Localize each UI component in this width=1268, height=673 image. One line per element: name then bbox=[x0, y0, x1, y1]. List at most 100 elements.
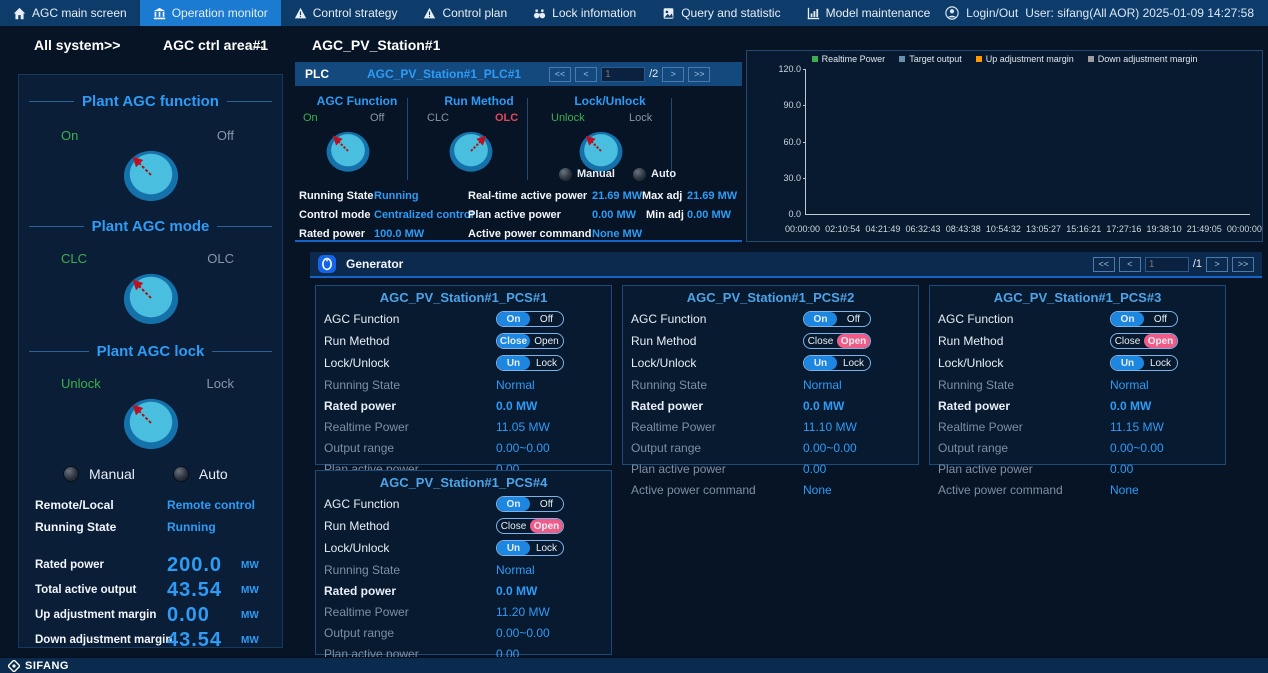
agc-function-toggle[interactable]: On Off bbox=[1110, 311, 1178, 327]
running-state-row: Running State Running bbox=[19, 520, 282, 542]
auto-radio[interactable] bbox=[173, 466, 189, 482]
realtime-power-value: 11.05 MW bbox=[496, 420, 550, 434]
legend-item: Up adjustment margin bbox=[976, 54, 1074, 64]
run-method-toggle[interactable]: Close Open bbox=[496, 333, 564, 349]
legend-item: Target output bbox=[899, 54, 962, 64]
user-icon bbox=[945, 6, 959, 20]
plc-agc-function-title: AGC Function bbox=[317, 94, 398, 108]
output-range-row: Output range 0.00~0.00 bbox=[938, 437, 1217, 458]
plc-agc-function-knob[interactable] bbox=[325, 128, 371, 174]
plc-auto-radio[interactable] bbox=[633, 168, 646, 181]
nav-control-plan[interactable]: Control plan bbox=[410, 0, 520, 26]
nav-lock-infomation[interactable]: Lock infomation bbox=[520, 0, 649, 26]
output-range-row: Output range 0.00~0.00 bbox=[324, 622, 603, 643]
nav-control-strategy[interactable]: Control strategy bbox=[281, 0, 411, 26]
realtime-power-row: Realtime Power 11.20 MW bbox=[324, 601, 603, 622]
toggle-on: On bbox=[497, 497, 530, 511]
active-power-command-row: Active power command None bbox=[938, 479, 1217, 500]
lock-unlock-toggle[interactable]: Un Lock bbox=[496, 355, 564, 371]
bar-chart-icon bbox=[807, 7, 820, 20]
legend-swatch-up-margin bbox=[976, 56, 982, 62]
plc-pager: << < /2 > >> bbox=[549, 67, 710, 82]
rated-power-row: Rated power 0.0 MW bbox=[938, 395, 1217, 416]
y-tick-mark bbox=[803, 178, 806, 179]
agc-function-knob[interactable] bbox=[19, 146, 282, 204]
stat-value: 0.00 bbox=[167, 604, 210, 627]
nav-label: Query and statistic bbox=[681, 6, 780, 20]
section-title-agc-lock: Plant AGC lock bbox=[19, 343, 282, 360]
pager-last-button[interactable]: >> bbox=[1232, 257, 1254, 272]
toggle-lock: Lock bbox=[1144, 356, 1177, 370]
pager-page-input[interactable] bbox=[601, 67, 645, 82]
legend-label: Realtime Power bbox=[822, 54, 886, 64]
toggle-on: On bbox=[1111, 312, 1144, 326]
nav-operation-monitor[interactable]: Operation monitor bbox=[140, 0, 281, 26]
toggle-un: Un bbox=[497, 541, 530, 555]
nav-label: AGC main screen bbox=[32, 6, 127, 20]
run-method-toggle[interactable]: Close Open bbox=[496, 518, 564, 534]
run-method-toggle[interactable]: Close Open bbox=[1110, 333, 1178, 349]
plc-run-method-knob[interactable] bbox=[448, 128, 494, 174]
agc-function-row: AGC Function On Off bbox=[938, 308, 1217, 330]
toggle-close: Close bbox=[497, 334, 530, 348]
toggle-un: Un bbox=[497, 356, 530, 370]
breadcrumb-all-system[interactable]: All system>> bbox=[34, 37, 120, 53]
agc-lock-knob[interactable] bbox=[19, 394, 282, 452]
pager-last-button[interactable]: >> bbox=[688, 67, 710, 82]
lock-unlock-toggle[interactable]: Un Lock bbox=[803, 355, 871, 371]
pager-first-button[interactable]: << bbox=[1093, 257, 1115, 272]
plc-device-name[interactable]: AGC_PV_Station#1_PLC#1 bbox=[367, 67, 521, 81]
plc-agc-off-label: Off bbox=[370, 112, 384, 124]
plc-cmd-value: None MW bbox=[592, 228, 642, 240]
running-state-row: Running State Normal bbox=[324, 559, 603, 580]
row-label: Output range bbox=[324, 626, 496, 640]
y-tick-mark bbox=[803, 142, 806, 143]
stat-unit: MW bbox=[241, 560, 259, 571]
section-title-text: Plant AGC lock bbox=[97, 343, 205, 360]
plc-rated-value: 100.0 MW bbox=[374, 228, 424, 240]
pcs-card-3: AGC_PV_Station#1_PCS#3 AGC Function On O… bbox=[929, 285, 1226, 465]
nav-model-maintenance[interactable]: Model maintenance bbox=[794, 0, 944, 26]
stat-unit: MW bbox=[241, 610, 259, 621]
agc-function-toggle[interactable]: On Off bbox=[496, 496, 564, 512]
realtime-power-row: Realtime Power 11.15 MW bbox=[938, 416, 1217, 437]
agc-function-toggle[interactable]: On Off bbox=[803, 311, 871, 327]
pager-page-input[interactable] bbox=[1145, 257, 1189, 272]
active-power-command-row: Active power command None bbox=[631, 479, 910, 500]
nav-agc-main-screen[interactable]: AGC main screen bbox=[0, 0, 140, 26]
lock-unlock-toggle[interactable]: Un Lock bbox=[496, 540, 564, 556]
run-method-toggle[interactable]: Close Open bbox=[803, 333, 871, 349]
x-tick: 08:43:38 bbox=[946, 224, 981, 234]
row-label: AGC Function bbox=[631, 312, 803, 326]
x-tick: 04:21:49 bbox=[865, 224, 900, 234]
pager-total: /1 bbox=[1193, 258, 1202, 270]
y-tick: 120.0 bbox=[778, 64, 801, 74]
sifang-logo-icon bbox=[8, 660, 20, 672]
login-out-link[interactable]: Login/Out bbox=[966, 6, 1018, 20]
legend-item: Down adjustment margin bbox=[1088, 54, 1198, 64]
pager-next-button[interactable]: > bbox=[1206, 257, 1228, 272]
plc-run-olc-label: OLC bbox=[495, 112, 518, 124]
lock-unlock-toggle[interactable]: Un Lock bbox=[1110, 355, 1178, 371]
pcs-card-1: AGC_PV_Station#1_PCS#1 AGC Function On O… bbox=[315, 285, 612, 465]
toggle-un: Un bbox=[1111, 356, 1144, 370]
plc-control-mode-label: Control mode bbox=[299, 209, 371, 221]
pager-prev-button[interactable]: < bbox=[1119, 257, 1141, 272]
section-title-agc-mode: Plant AGC mode bbox=[19, 218, 282, 235]
x-tick: 00:00:00 bbox=[1227, 224, 1262, 234]
agc-mode-knob[interactable] bbox=[19, 269, 282, 327]
manual-radio[interactable] bbox=[63, 466, 79, 482]
rated-power-row: Rated power 0.0 MW bbox=[324, 395, 603, 416]
plc-header-bar: PLC AGC_PV_Station#1_PLC#1 << < /2 > >> bbox=[295, 62, 742, 86]
running-state-row: Running State Normal bbox=[938, 374, 1217, 395]
agc-function-toggle[interactable]: On Off bbox=[496, 311, 564, 327]
plc-manual-radio[interactable] bbox=[559, 168, 572, 181]
binoculars-icon bbox=[533, 7, 546, 20]
pager-first-button[interactable]: << bbox=[549, 67, 571, 82]
pager-next-button[interactable]: > bbox=[662, 67, 684, 82]
top-navigation: AGC main screen Operation monitor Contro… bbox=[0, 0, 1268, 26]
nav-query-and-statistic[interactable]: Query and statistic bbox=[649, 0, 793, 26]
pager-prev-button[interactable]: < bbox=[575, 67, 597, 82]
running-state-label: Running State bbox=[35, 520, 116, 534]
toggle-close: Close bbox=[1111, 334, 1144, 348]
